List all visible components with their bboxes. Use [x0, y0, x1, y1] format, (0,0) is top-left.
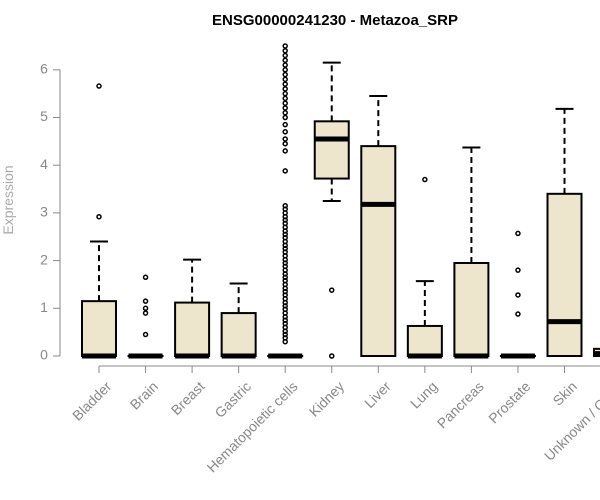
outlier-point	[282, 109, 288, 116]
x-tick-label: Breast	[168, 378, 208, 418]
box-body	[406, 324, 443, 358]
y-tick-label: 0	[40, 347, 48, 363]
box-prostate	[499, 230, 536, 359]
x-tick-label: Prostate	[485, 378, 533, 426]
box-kidney	[313, 61, 350, 359]
box-body	[174, 301, 211, 357]
axes: 0 1 2 3 4 5 6	[40, 61, 600, 373]
outlier-point	[329, 353, 335, 359]
outlier-point	[142, 274, 149, 281]
x-tick-label: Gastric	[211, 378, 254, 421]
chart-title: ENSG00000241230 - Metazoa_SRP	[212, 12, 458, 29]
y-tick-label: 2	[40, 251, 48, 267]
box-body	[360, 145, 397, 357]
box-gastric	[220, 282, 257, 359]
boxes	[81, 43, 600, 359]
outlier-point	[142, 298, 149, 304]
x-tick-label: Bladder	[69, 378, 115, 424]
x-tick-label: Brain	[127, 378, 161, 412]
outlier-point	[282, 43, 288, 49]
outlier-point	[282, 67, 288, 73]
x-tick-label: Pancreas	[434, 378, 487, 431]
box-liver	[360, 95, 397, 357]
y-axis-label: Expression	[0, 165, 16, 234]
outlier-point	[282, 202, 288, 209]
outlier-point	[282, 168, 288, 174]
box-lung	[406, 176, 443, 359]
box-pancreas	[453, 146, 490, 359]
box-skin	[546, 107, 583, 357]
outlier-point	[282, 105, 288, 111]
outlier-point	[515, 292, 521, 298]
x-tick-label: Hematopoietic cells	[204, 378, 301, 475]
outlier-point	[515, 230, 521, 237]
outlier-point	[282, 86, 288, 92]
box-body	[313, 120, 350, 180]
box-body	[546, 192, 583, 357]
outlier-point	[282, 47, 288, 54]
outlier-point	[96, 213, 102, 220]
outlier-point	[282, 140, 288, 147]
outlier-point	[282, 62, 288, 68]
outlier-point	[142, 305, 149, 312]
y-tick-label: 4	[40, 156, 48, 172]
outlier-point	[282, 57, 288, 64]
outlier-point	[282, 90, 288, 97]
outlier-point	[282, 81, 288, 87]
x-tick-label: Kidney	[306, 378, 348, 420]
outlier-point	[422, 176, 428, 183]
outlier-point	[282, 121, 288, 128]
box-body	[81, 300, 117, 357]
x-tick-label: Skin	[549, 378, 580, 409]
x-tick-label: Lung	[407, 378, 440, 411]
outlier-point	[282, 76, 288, 83]
outlier-point	[282, 136, 288, 142]
outlier-point	[142, 310, 149, 316]
y-tick-label: 1	[40, 299, 48, 315]
outlier-point	[96, 83, 102, 89]
outlier-point	[329, 287, 335, 293]
outlier-point	[515, 311, 521, 317]
outlier-point	[282, 100, 288, 106]
x-tick-label: Liver	[361, 378, 394, 411]
outlier-point	[282, 95, 288, 102]
y-tick-label: 5	[40, 108, 48, 124]
outlier-point	[142, 331, 149, 338]
outlier-point	[515, 267, 521, 273]
box-hematopoietic-cells	[267, 43, 304, 359]
outlier-point	[282, 129, 288, 135]
box-bladder	[81, 83, 117, 359]
outlier-point	[282, 114, 288, 121]
y-tick-label: 6	[40, 61, 48, 77]
box-body	[453, 261, 490, 357]
box-body	[220, 312, 257, 358]
box-breast	[174, 258, 211, 359]
outlier-point	[282, 52, 288, 59]
box-brain	[127, 274, 164, 359]
box-unknown-other	[593, 347, 600, 358]
y-tick-label: 3	[40, 204, 48, 220]
outlier-point	[282, 71, 288, 78]
outlier-point	[282, 148, 288, 154]
